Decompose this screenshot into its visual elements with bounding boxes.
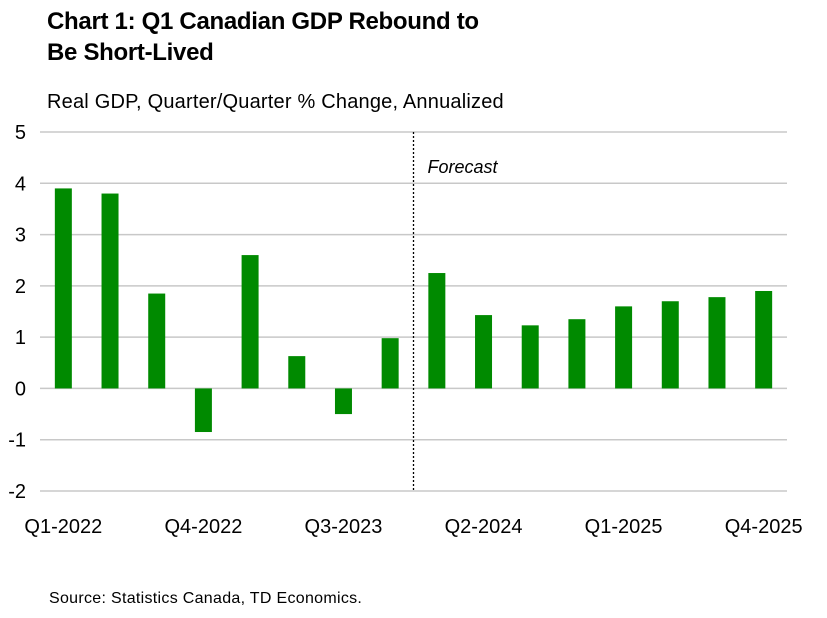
bar-q1-2023 bbox=[241, 255, 259, 389]
y-tick-label: 5 bbox=[15, 122, 26, 144]
bar-q1-2024 bbox=[428, 273, 446, 389]
bar-q4-2022 bbox=[194, 388, 212, 433]
forecast-label: Forecast bbox=[428, 157, 499, 177]
x-tick-label: Q4-2022 bbox=[164, 516, 242, 538]
bar-q4-2023 bbox=[381, 338, 399, 389]
x-tick-label: Q1-2022 bbox=[24, 516, 102, 538]
bar-q3-2022 bbox=[148, 293, 166, 389]
chart-title-line-2: Be Short-Lived bbox=[47, 39, 214, 66]
bar-q3-2024 bbox=[521, 325, 539, 389]
chart-title-line-1: Chart 1: Q1 Canadian GDP Rebound to bbox=[47, 8, 479, 35]
bar-q2-2023 bbox=[288, 356, 306, 389]
bar-q4-2024 bbox=[568, 319, 586, 389]
y-tick-label: 0 bbox=[15, 378, 26, 400]
bar-q2-2025 bbox=[661, 301, 679, 389]
x-tick-label: Q2-2024 bbox=[445, 516, 523, 538]
chart-subtitle: Real GDP, Quarter/Quarter % Change, Annu… bbox=[47, 91, 504, 113]
bar-q1-2025 bbox=[615, 306, 633, 389]
y-tick-label: 2 bbox=[15, 276, 26, 298]
bar-q4-2025 bbox=[755, 290, 773, 389]
y-tick-label: 3 bbox=[15, 225, 26, 247]
x-tick-label: Q1-2025 bbox=[585, 516, 663, 538]
bar-q1-2022 bbox=[54, 188, 72, 389]
y-tick-label: -2 bbox=[8, 481, 26, 503]
bar-q3-2025 bbox=[708, 297, 726, 389]
bar-q2-2022 bbox=[101, 193, 119, 389]
x-tick-label: Q3-2023 bbox=[305, 516, 383, 538]
source-note: Source: Statistics Canada, TD Economics. bbox=[49, 590, 363, 607]
y-tick-label: 1 bbox=[15, 327, 26, 349]
x-tick-label: Q4-2025 bbox=[725, 516, 803, 538]
chart-title: Chart 1: Q1 Canadian GDP Rebound to Be S… bbox=[47, 6, 479, 68]
y-tick-label: 4 bbox=[15, 173, 26, 195]
y-tick-label: -1 bbox=[8, 430, 26, 452]
bar-q2-2024 bbox=[475, 315, 493, 389]
bar-q3-2023 bbox=[334, 388, 352, 415]
